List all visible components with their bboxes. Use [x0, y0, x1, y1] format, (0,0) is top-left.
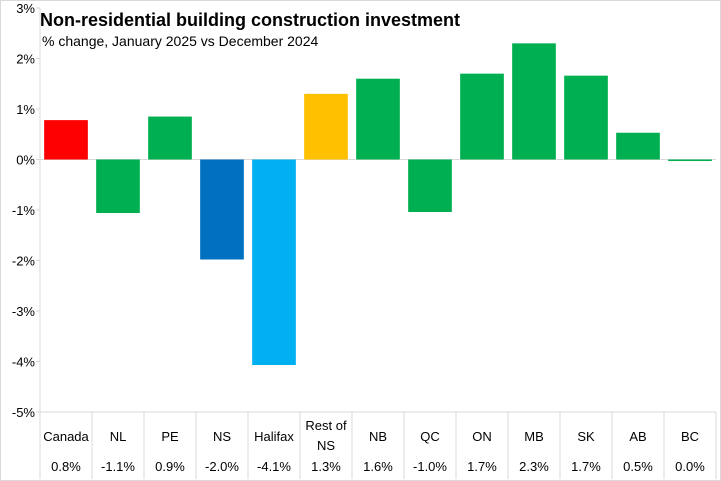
value-label: -1.1%	[101, 459, 135, 474]
value-label: 2.3%	[519, 459, 549, 474]
bar	[460, 73, 504, 160]
value-label: -4.1%	[257, 459, 291, 474]
value-label: 0.0%	[675, 459, 705, 474]
category-label: Rest of	[305, 418, 347, 433]
bar	[304, 93, 348, 160]
value-label: 1.7%	[571, 459, 601, 474]
value-label: -2.0%	[205, 459, 239, 474]
category-label: BC	[681, 429, 699, 444]
value-label: 0.9%	[155, 459, 185, 474]
bar	[96, 159, 140, 214]
value-label: -1.0%	[413, 459, 447, 474]
category-label: SK	[577, 429, 595, 444]
value-label: 1.7%	[467, 459, 497, 474]
bar	[668, 159, 712, 162]
y-tick-label: 0%	[16, 153, 35, 168]
bar	[408, 159, 452, 213]
category-label: Canada	[43, 429, 89, 444]
bar	[356, 78, 400, 160]
y-tick-label: -4%	[12, 355, 36, 370]
y-tick-label: 1%	[16, 102, 35, 117]
y-tick-label: -2%	[12, 254, 36, 269]
chart-title: Non-residential building construction in…	[40, 10, 461, 30]
bar	[148, 116, 192, 160]
bar	[564, 75, 608, 160]
category-label: AB	[629, 429, 646, 444]
bar	[44, 120, 88, 160]
value-label: 1.3%	[311, 459, 341, 474]
value-label: 0.5%	[623, 459, 653, 474]
y-tick-label: -5%	[12, 405, 36, 420]
bar	[252, 159, 296, 366]
category-label: Halifax	[254, 429, 294, 444]
bar	[616, 132, 660, 160]
value-label: 0.8%	[51, 459, 81, 474]
category-label: QC	[420, 429, 440, 444]
y-tick-label: -3%	[12, 304, 36, 319]
y-tick-label: -1%	[12, 203, 36, 218]
category-label: NS	[213, 429, 231, 444]
category-label: MB	[524, 429, 544, 444]
category-label: NL	[110, 429, 127, 444]
y-tick-label: 2%	[16, 52, 35, 67]
category-label: PE	[161, 429, 179, 444]
bar	[200, 159, 244, 260]
category-label: ON	[472, 429, 492, 444]
bar	[512, 43, 556, 160]
category-label: NS	[317, 438, 335, 453]
value-label: 1.6%	[363, 459, 393, 474]
category-label: NB	[369, 429, 387, 444]
chart-subtitle: % change, January 2025 vs December 2024	[42, 33, 319, 49]
y-tick-label: 3%	[16, 1, 35, 16]
